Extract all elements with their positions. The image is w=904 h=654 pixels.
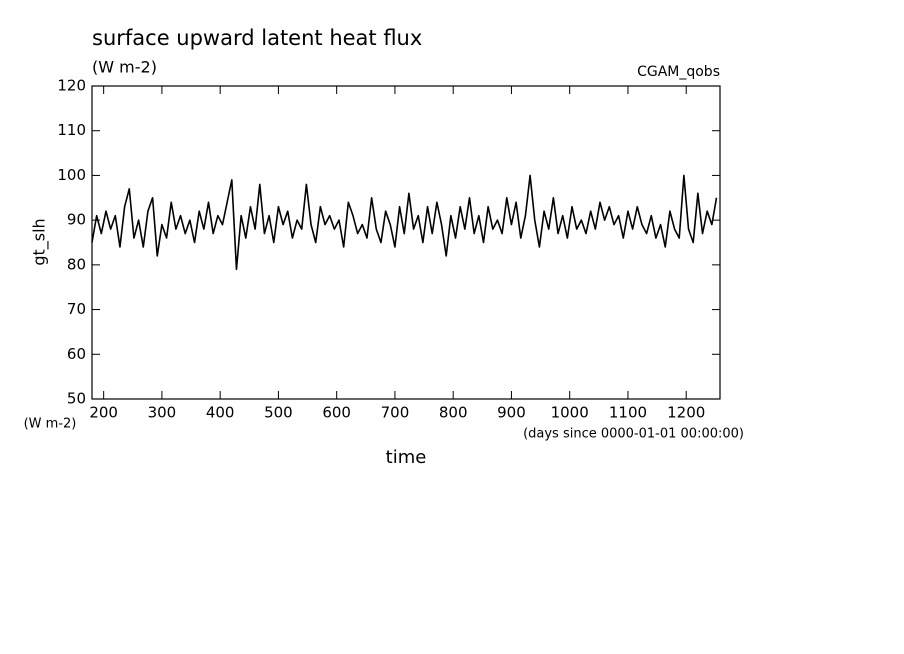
x-tick-label: 600	[322, 404, 351, 422]
x-tick-label: 1200	[667, 404, 705, 422]
y-axis-unit: (W m-2)	[24, 417, 77, 432]
x-tick-label: 300	[148, 404, 177, 422]
annotation: CGAM_qobs	[637, 64, 720, 80]
x-tick-label: 900	[497, 404, 526, 422]
x-tick-label: 800	[439, 404, 468, 422]
y-tick-label: 110	[57, 121, 86, 139]
y-tick-label: 70	[67, 300, 86, 318]
y-axis-label: gt_slh	[30, 218, 50, 265]
x-tick-label: 700	[381, 404, 410, 422]
x-tick-label: 1100	[609, 404, 647, 422]
x-axis-label: time	[386, 447, 427, 468]
x-tick-label: 200	[89, 404, 118, 422]
y-tick-label: 50	[67, 390, 86, 408]
y-tick-label: 100	[57, 166, 86, 184]
x-tick-label: 500	[264, 404, 293, 422]
y-tick-label: 90	[67, 211, 86, 229]
y-tick-label: 60	[67, 345, 86, 363]
x-tick-label: 1000	[551, 404, 589, 422]
data-line	[91, 174, 718, 271]
x-tick-label: 400	[206, 404, 235, 422]
y-tick-label: 120	[57, 77, 86, 95]
chart-subtitle: (W m-2)	[92, 58, 157, 77]
y-tick-label: 80	[67, 255, 86, 273]
chart-title: surface upward latent heat flux	[92, 26, 422, 50]
x-axis-unit: (days since 0000-01-01 00:00:00)	[523, 427, 744, 442]
